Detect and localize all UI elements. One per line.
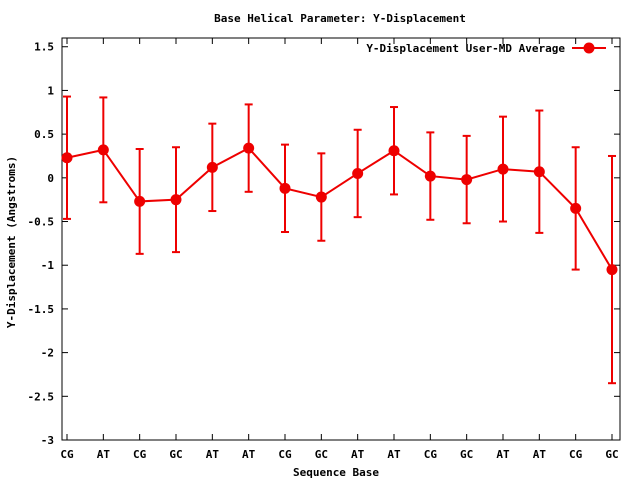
y-tick-label: -0.5	[28, 216, 55, 229]
y-tick-label: 0.5	[34, 128, 54, 141]
x-tick-label: AT	[533, 448, 547, 461]
x-tick-label: CG	[569, 448, 583, 461]
x-tick-label: CG	[133, 448, 147, 461]
legend-label: Y-Displacement User-MD Average	[366, 42, 565, 55]
data-point	[170, 194, 182, 206]
y-tick-label: -2.5	[28, 390, 55, 403]
data-point	[279, 182, 291, 194]
x-tick-label: GC	[605, 448, 618, 461]
x-tick-label: AT	[496, 448, 510, 461]
x-tick-label: CG	[424, 448, 438, 461]
x-axis-label: Sequence Base	[293, 466, 379, 479]
y-tick-label: 0	[47, 172, 54, 185]
x-tick-label: AT	[97, 448, 111, 461]
data-point	[606, 264, 618, 276]
y-tick-label: -2	[41, 347, 54, 360]
data-point	[206, 161, 218, 173]
legend: Y-Displacement User-MD Average	[366, 42, 606, 55]
data-point	[497, 163, 509, 175]
data-point	[97, 144, 109, 156]
plot-area: 1.5 1 0.5 0 -0.5 -1 -1.5 -2 -2.5 -3 CG AT CG GC AT AT CG…	[28, 37, 621, 461]
y-tick-label: 1.5	[34, 41, 54, 54]
x-tick-label: AT	[351, 448, 365, 461]
plot-frame	[61, 37, 621, 441]
y-axis-label: Y-Displacement (Angstroms)	[5, 156, 18, 328]
x-tick-label: GC	[460, 448, 473, 461]
series-line	[66, 146, 613, 271]
data-point	[388, 145, 400, 157]
x-tick-label: CG	[278, 448, 292, 461]
y-tick-label: -3	[41, 434, 54, 447]
data-point	[61, 152, 73, 164]
data-point	[570, 202, 582, 214]
data-point	[243, 142, 255, 154]
chart-title: Base Helical Parameter: Y-Displacement	[214, 12, 466, 25]
y-tick-label: -1	[41, 259, 55, 272]
data-point	[424, 170, 436, 182]
data-point	[352, 167, 364, 179]
y-tick-label: -1.5	[28, 303, 55, 316]
x-tick-label: GC	[315, 448, 328, 461]
legend-marker	[583, 42, 595, 54]
x-tick-label: GC	[169, 448, 182, 461]
y-tick-label: 1	[47, 84, 54, 97]
x-tick-label: AT	[242, 448, 256, 461]
x-tick-label: AT	[206, 448, 220, 461]
data-point	[533, 166, 545, 178]
data-point	[315, 191, 327, 203]
data-point	[134, 195, 146, 207]
x-tick-label: CG	[60, 448, 74, 461]
x-tick-label: AT	[387, 448, 401, 461]
data-point	[461, 174, 473, 186]
